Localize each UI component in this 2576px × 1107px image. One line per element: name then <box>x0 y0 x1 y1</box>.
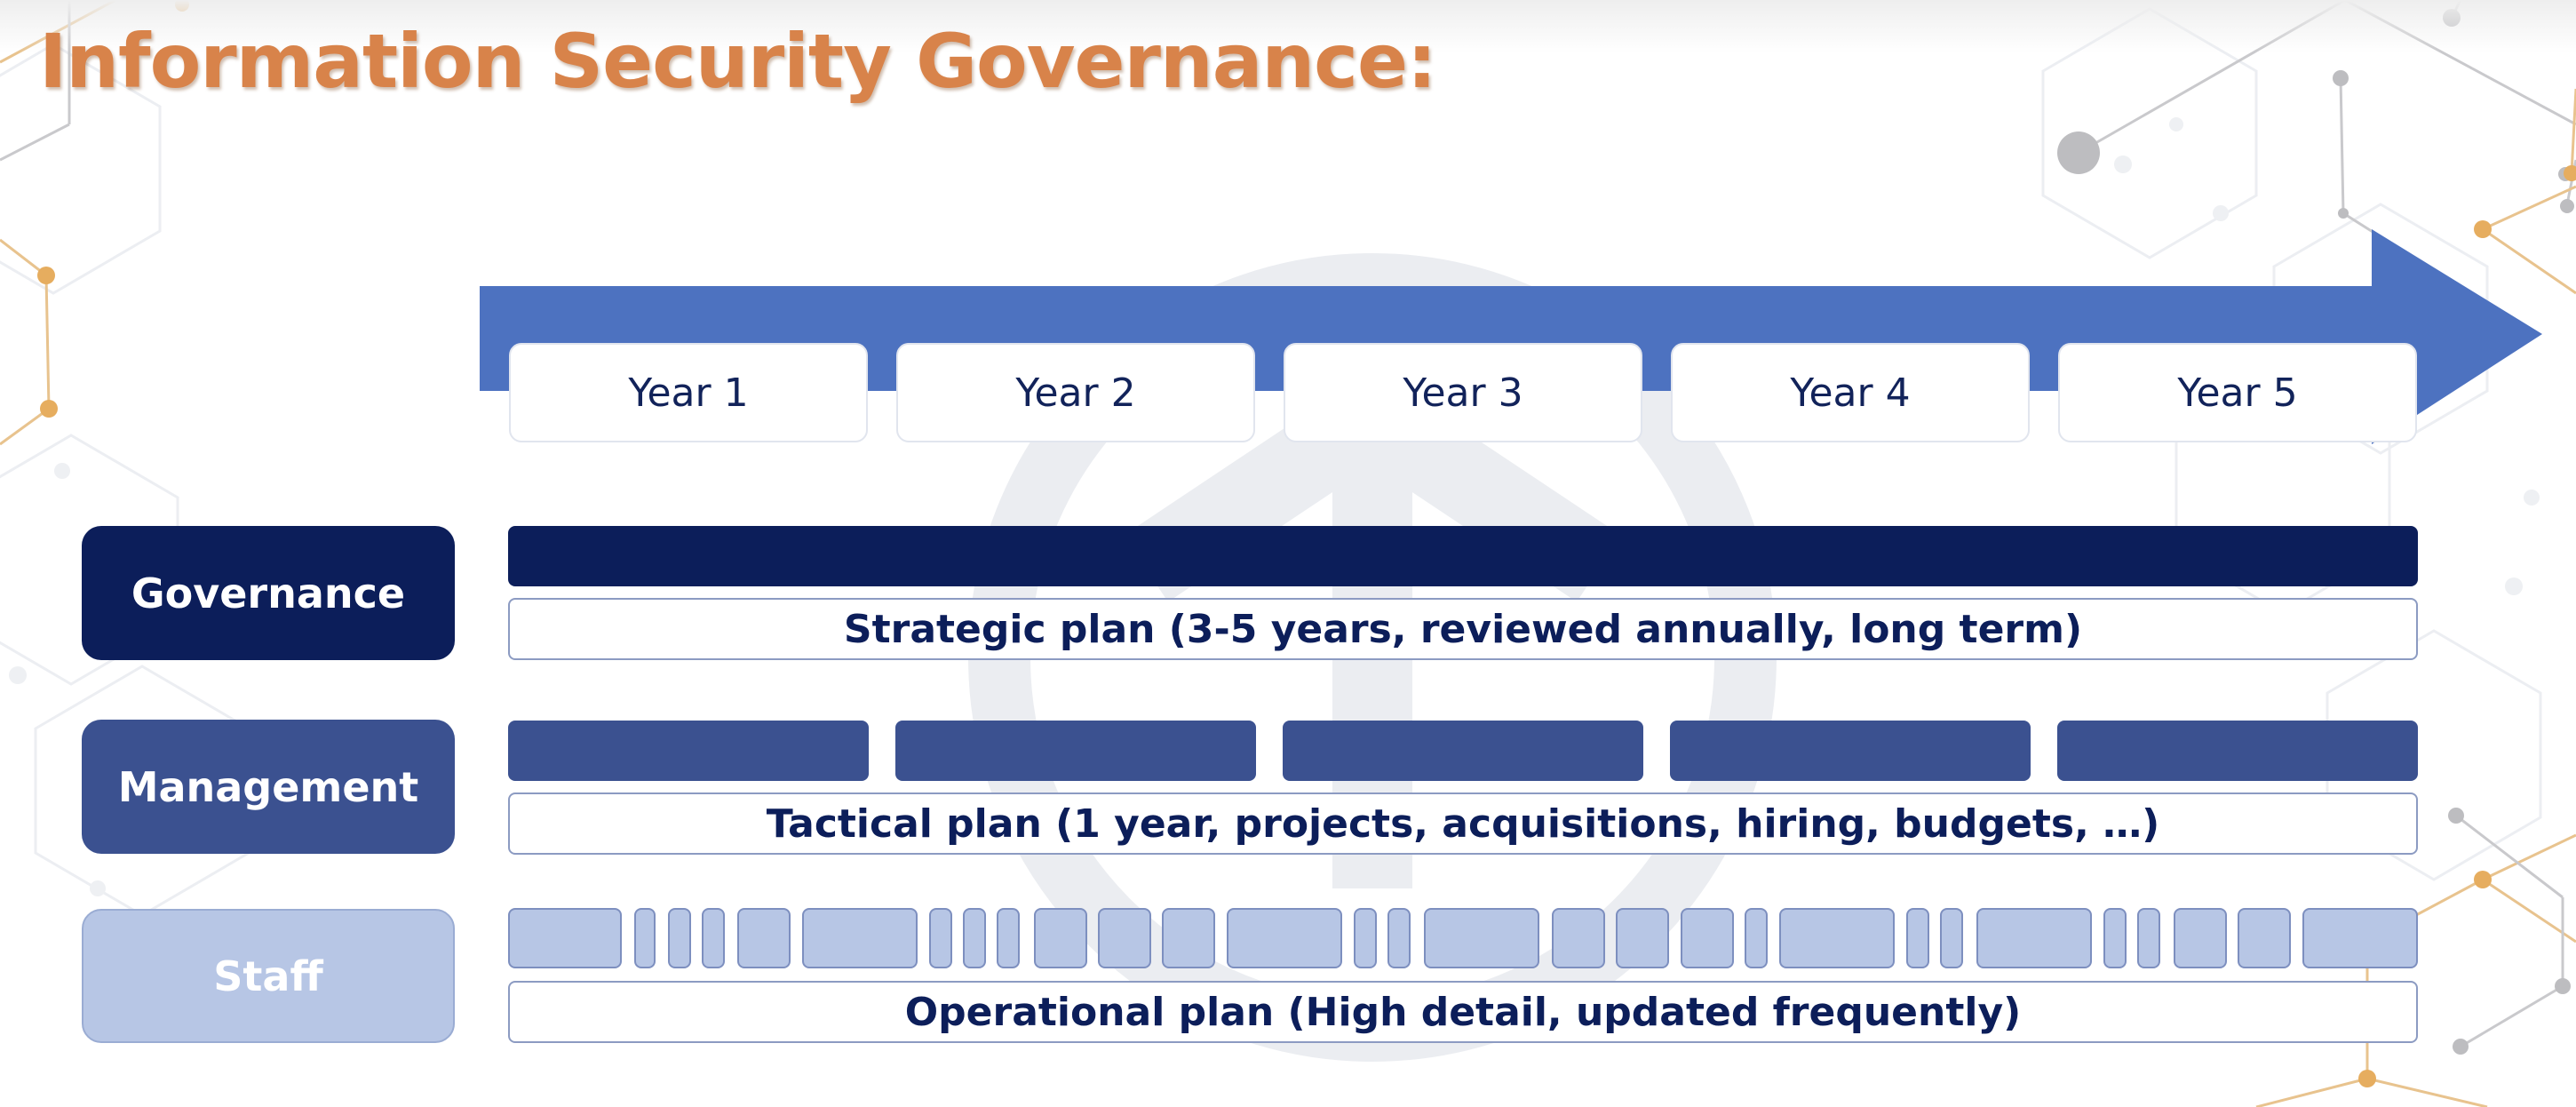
staff-segment <box>2103 908 2127 968</box>
governance-bar <box>508 526 2418 586</box>
slide-title: Information Security Governance: <box>39 18 1437 105</box>
staff-segment <box>1387 908 1411 968</box>
staff-segment <box>1227 908 1342 968</box>
management-segment <box>895 721 1256 781</box>
role-governance: Governance <box>82 526 455 660</box>
management-segment <box>508 721 869 781</box>
year-box: Year 4 <box>1671 343 2030 442</box>
year-box: Year 1 <box>509 343 868 442</box>
staff-segment <box>1681 908 1734 968</box>
management-segment <box>1670 721 2031 781</box>
staff-segment <box>1616 908 1669 968</box>
staff-segment <box>2302 908 2418 968</box>
staff-segment <box>1354 908 1377 968</box>
staff-segment <box>802 908 918 968</box>
staff-segment <box>1940 908 1963 968</box>
staff-segment <box>2174 908 2227 968</box>
staff-segment <box>1745 908 1768 968</box>
operational-plan-label: Operational plan (High detail, updated f… <box>508 981 2418 1043</box>
staff-segment <box>997 908 1020 968</box>
staff-segment <box>2137 908 2160 968</box>
staff-segment <box>1098 908 1151 968</box>
year-box: Year 5 <box>2058 343 2417 442</box>
staff-segment <box>963 908 986 968</box>
staff-segment <box>508 908 622 968</box>
management-segment <box>1283 721 1643 781</box>
staff-segment <box>1779 908 1895 968</box>
staff-segment <box>702 908 725 968</box>
role-management: Management <box>82 720 455 854</box>
staff-segment <box>1906 908 1929 968</box>
staff-segment <box>2238 908 2291 968</box>
staff-segment <box>1034 908 1087 968</box>
management-segment <box>2057 721 2418 781</box>
tactical-plan-label: Tactical plan (1 year, projects, acquisi… <box>508 792 2418 855</box>
year-box: Year 2 <box>896 343 1255 442</box>
staff-segment <box>1552 908 1605 968</box>
staff-segment <box>634 908 656 968</box>
staff-segment <box>737 908 791 968</box>
top-shadow <box>0 0 2576 53</box>
staff-segment <box>668 908 691 968</box>
staff-segment <box>1976 908 2092 968</box>
staff-segment <box>929 908 952 968</box>
staff-segment <box>1424 908 1539 968</box>
strategic-plan-label: Strategic plan (3-5 years, reviewed annu… <box>508 598 2418 660</box>
role-staff: Staff <box>82 909 455 1043</box>
year-box: Year 3 <box>1284 343 1642 442</box>
staff-segment <box>1162 908 1215 968</box>
